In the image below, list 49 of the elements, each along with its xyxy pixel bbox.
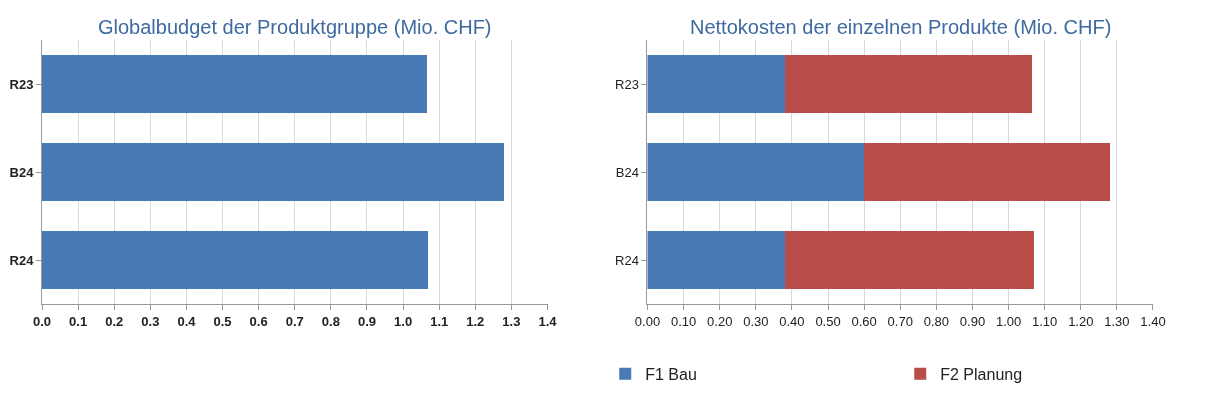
x-tick-label: 0.10: [670, 313, 697, 329]
chart-title: Nettokosten der einzelnen Produkte (Mio. CHF): [690, 16, 1112, 38]
bar: [647, 143, 865, 201]
x-tick-label: 0.8: [321, 313, 340, 329]
y-tick-label: B24: [615, 164, 639, 180]
x-tick-label: 1.10: [1032, 313, 1058, 329]
x-tick-label: 1.3: [502, 313, 521, 329]
x-tick-label: 0.20: [707, 313, 733, 329]
x-tick-label: 0.60: [851, 313, 877, 329]
x-tick-label: 0.2: [105, 313, 124, 329]
x-tick-label: 1.4: [538, 313, 558, 329]
legend-label: F2 Planung: [940, 365, 1023, 383]
y-tick-label: R23: [615, 76, 639, 92]
x-tick-label: 1.2: [466, 313, 485, 329]
x-tick-label: 0.70: [887, 313, 913, 329]
bar: [784, 55, 1033, 113]
x-tick-label: 1.1: [430, 313, 449, 329]
x-tick-label: 0.6: [249, 313, 268, 329]
x-tick-label: 0.9: [357, 313, 377, 329]
bar: [864, 143, 1110, 201]
x-tick-label: 0.50: [815, 313, 841, 329]
bar: [784, 231, 1034, 289]
bar: [42, 55, 427, 113]
legend-label: F1 Bau: [645, 365, 697, 383]
x-tick-label: 0.3: [141, 313, 160, 329]
x-tick-label: 1.00: [995, 313, 1022, 329]
x-tick-label: 0.40: [779, 313, 805, 329]
x-tick-label: 0.90: [959, 313, 986, 329]
bar: [647, 55, 785, 113]
x-tick-label: 0.30: [743, 313, 769, 329]
x-tick-label: 0.1: [69, 313, 88, 329]
x-tick-label: 0.80: [923, 313, 950, 329]
y-tick-label: B24: [9, 164, 35, 180]
y-tick-label: R24: [9, 252, 35, 268]
x-tick-label: 1.40: [1140, 313, 1166, 329]
x-tick-label: 0.4: [177, 313, 197, 329]
bar: [42, 231, 429, 289]
y-tick-label: R23: [9, 76, 34, 92]
chart-title: Globalbudget der Produktgruppe (Mio. CHF): [98, 16, 492, 38]
x-tick-label: 0.5: [213, 313, 232, 329]
bar: [42, 143, 505, 201]
x-tick-label: 1.0: [394, 313, 413, 329]
x-tick-label: 0.7: [285, 313, 304, 329]
x-tick-label: 0.00: [634, 313, 661, 329]
x-tick-label: 1.30: [1104, 313, 1130, 329]
x-tick-label: 1.20: [1068, 313, 1094, 329]
bar: [647, 231, 785, 289]
y-tick-label: R24: [615, 252, 639, 268]
x-tick-label: 0.0: [32, 313, 52, 329]
